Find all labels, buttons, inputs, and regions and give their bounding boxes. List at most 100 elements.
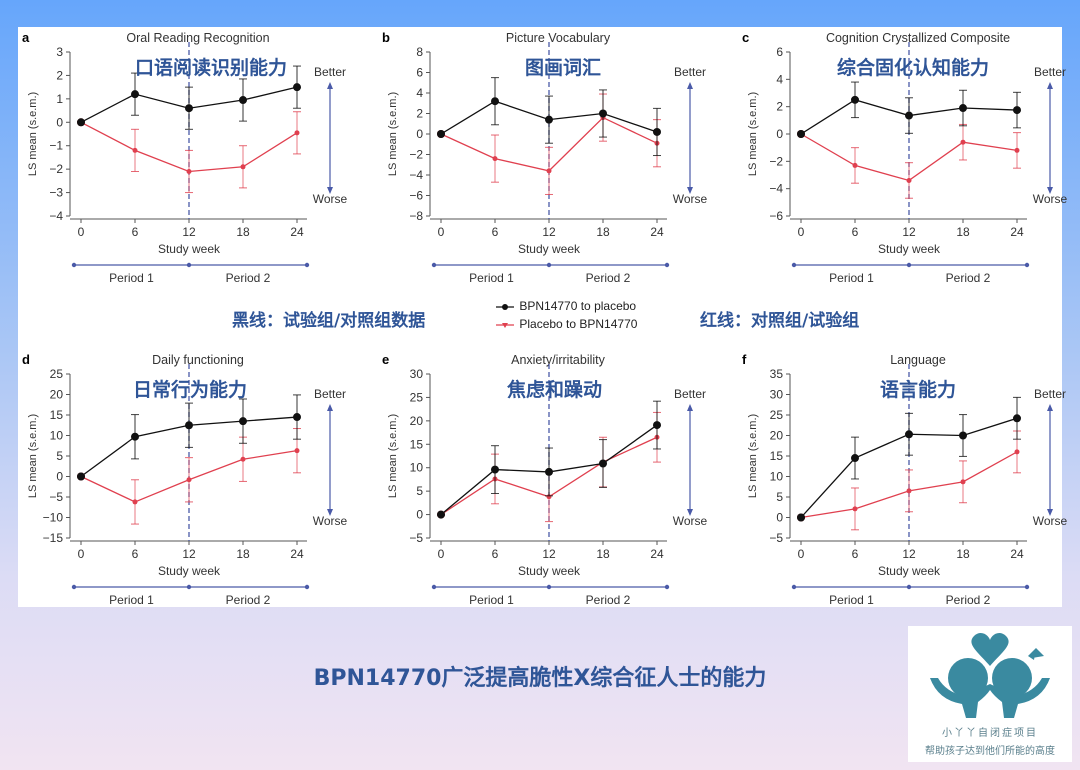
y-tick-label: 0 [56,470,63,484]
x-tick-label: 18 [596,547,610,561]
y-tick-label: −8 [409,209,423,223]
data-point-black [905,430,913,439]
panel-c: c Cognition Crystallized Composite −6 −4 −2 0… [720,27,1080,317]
better-label: Better [1034,387,1066,401]
x-tick-label: 6 [132,225,139,239]
better-label: Better [314,65,346,79]
chinese-label: 语言能力 [880,379,957,401]
arrow-down-icon [327,187,333,194]
panel-letter: b [382,30,390,45]
y-tick-label: −4 [49,209,63,223]
figure-area [18,27,1062,607]
y-tick-label: 5 [776,490,783,504]
y-tick-label: 30 [410,367,424,381]
y-tick-label: 25 [770,408,784,422]
data-point-black [797,513,805,522]
red-line-note: 红线：对照组/试验组 [700,311,860,331]
period-1-label: Period 1 [829,593,874,607]
y-tick-label: 20 [50,388,64,402]
data-point-black [491,97,499,106]
period-marker [186,584,192,590]
y-tick-label: 2 [416,107,423,121]
y-tick-label: −1 [49,139,63,153]
period-1-label: Period 1 [829,271,874,285]
data-point-black [239,417,247,426]
y-axis-label: LS mean (s.e.m.) [387,414,399,498]
y-tick-label: 0 [416,508,423,522]
x-tick-label: 0 [438,547,445,561]
y-tick-label: 8 [416,45,423,59]
period-marker [546,262,552,268]
period-1-label: Period 1 [469,593,514,607]
chart-c: c Cognition Crystallized Composite −6 −4 −2 0… [742,30,1068,285]
data-point-black [1013,106,1021,115]
better-label: Better [314,387,346,401]
x-tick-label: 24 [290,547,304,561]
period-marker [71,584,77,590]
worse-label: Worse [673,514,708,528]
arrow-up-icon [687,82,693,89]
period-marker [431,584,437,590]
data-point-red [1014,147,1020,153]
period-2-label: Period 2 [226,593,271,607]
y-tick-label: −6 [769,209,783,223]
x-tick-label: 6 [132,547,139,561]
period-marker [304,262,310,268]
y-tick-label: 10 [50,429,64,443]
y-tick-label: −15 [43,531,64,545]
period-marker [664,262,670,268]
data-point-red [186,168,192,174]
y-tick-label: −4 [769,182,783,196]
data-point-red [294,448,300,454]
legend-red-marker [496,322,514,328]
y-tick-label: 15 [410,437,424,451]
data-point-black [293,83,301,92]
panel-b: b Picture Vocabulary −8 −6 −4 −2 0 2 4 6 8 0 6 12 18 24… [360,27,720,317]
y-axis-label: LS mean (s.e.m.) [27,414,39,498]
y-tick-label: −2 [409,148,423,162]
x-tick-label: 18 [236,225,250,239]
y-axis-label: LS mean (s.e.m.) [387,92,399,176]
x-axis-label: Study week [158,242,221,256]
data-point-red [186,477,192,483]
y-tick-label: −5 [769,531,783,545]
y-tick-label: 4 [776,72,783,86]
better-label: Better [1034,65,1066,79]
data-point-black [1013,414,1021,423]
worse-label: Worse [1033,514,1068,528]
better-label: Better [674,387,706,401]
data-point-black [185,421,193,430]
panel-f: f Language −5 0 5 10 15 20 25 30 35 0 6 12 18 24 Study w… [720,349,1080,639]
y-axis-label: LS mean (s.e.m.) [747,414,759,498]
data-point-black [77,472,85,481]
data-point-red [546,168,552,174]
period-marker [431,262,437,268]
period-marker [71,262,77,268]
legend-black-marker [496,303,514,310]
y-tick-label: −10 [43,511,64,525]
x-tick-label: 18 [956,547,970,561]
x-tick-label: 6 [852,547,859,561]
x-tick-label: 12 [902,225,916,239]
data-point-black [437,510,445,519]
period-marker [664,584,670,590]
period-marker [791,262,797,268]
x-tick-label: 18 [956,225,970,239]
x-tick-label: 18 [596,225,610,239]
worse-label: Worse [313,514,348,528]
data-point-black [545,467,553,476]
x-tick-label: 24 [1010,547,1024,561]
chart-title: Picture Vocabulary [506,31,611,45]
y-tick-label: 15 [770,449,784,463]
x-tick-label: 12 [902,547,916,561]
data-point-red [240,164,246,170]
y-tick-label: 30 [770,388,784,402]
logo: 小丫丫自闭症项目 帮助孩子达到他们所能的高度 [908,626,1072,762]
y-tick-label: 20 [770,429,784,443]
arrow-down-icon [327,509,333,516]
y-tick-label: 15 [50,408,64,422]
panel-a: a Oral Reading Recognition −4 −3 −2 −1 0 1 2 3 0 6 1… [0,27,360,317]
logo-slogan: 帮助孩子达到他们所能的高度 [925,746,1055,757]
